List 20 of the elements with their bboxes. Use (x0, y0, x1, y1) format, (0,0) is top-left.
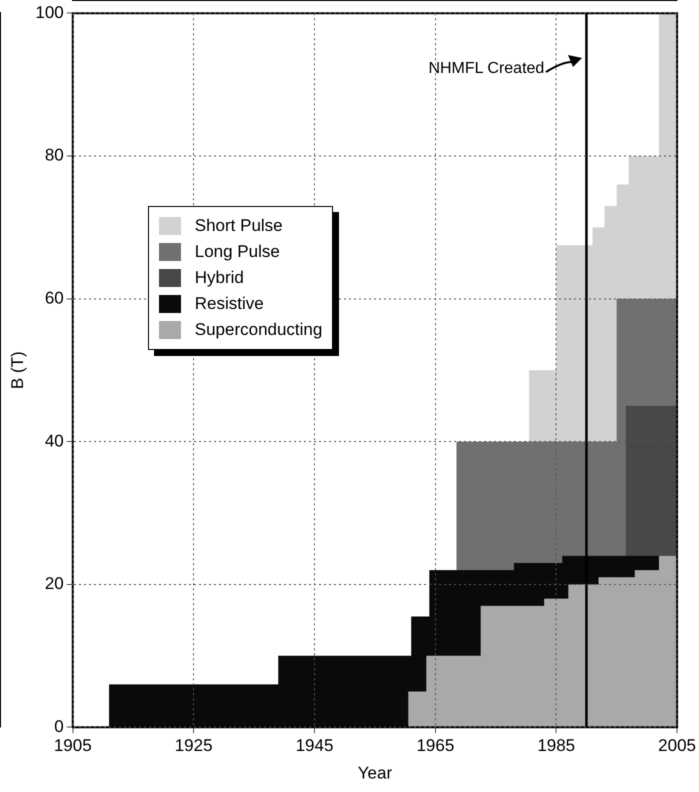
x-tick-label: 1925 (174, 736, 213, 756)
y-tick-label: 40 (44, 431, 64, 450)
ref-line-label: NHMFL Created (428, 60, 544, 78)
x-tick-label: 1965 (416, 736, 454, 756)
x-tick-label: 1905 (54, 736, 92, 756)
y-tick-label: 100 (35, 2, 64, 22)
x-axis-title: Year (358, 763, 392, 782)
y-tick-label: 60 (44, 288, 64, 308)
legend-label: Hybrid (194, 268, 244, 288)
legend-label: Short Pulse (194, 216, 283, 236)
legend-label: Superconducting (194, 320, 322, 340)
x-tick-label: 2005 (658, 736, 696, 756)
y-axis-title: B (T) (8, 351, 27, 390)
y-tick-label: 20 (44, 574, 64, 594)
x-tick-label: 1945 (296, 736, 334, 756)
legend-label: Resistive (194, 294, 264, 314)
y-tick-label: 0 (54, 716, 64, 736)
y-tick-label: 80 (44, 146, 64, 165)
legend-label: Long Pulse (194, 242, 280, 262)
x-tick-label: 1985 (537, 736, 576, 756)
